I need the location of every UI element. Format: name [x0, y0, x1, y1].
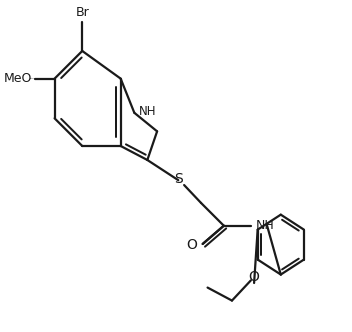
- Text: methoxy: methoxy: [30, 77, 37, 79]
- Text: MeO: MeO: [4, 72, 32, 85]
- Text: O: O: [249, 270, 259, 284]
- Text: Br: Br: [75, 6, 89, 19]
- Text: O: O: [186, 238, 197, 252]
- Text: S: S: [174, 172, 183, 186]
- Text: NH: NH: [256, 219, 275, 232]
- Text: NH: NH: [139, 105, 157, 118]
